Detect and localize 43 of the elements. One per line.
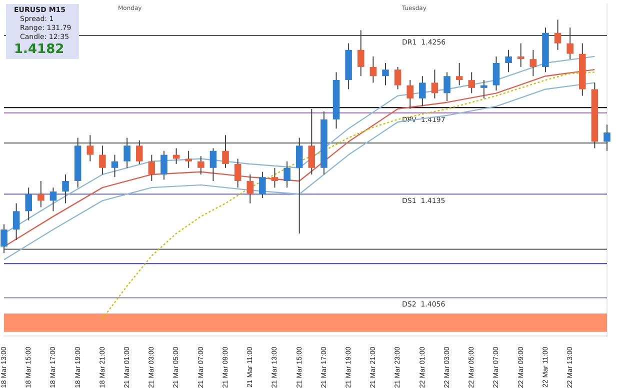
candlestick — [406, 80, 414, 110]
candlestick — [12, 202, 20, 241]
candlestick — [456, 62, 463, 86]
candlestick — [566, 27, 574, 60]
candlestick — [160, 150, 168, 180]
candlestick — [394, 66, 402, 90]
candlestick — [50, 187, 57, 212]
candlestick — [296, 137, 303, 234]
candlestick — [492, 56, 500, 92]
candlestick — [185, 150, 192, 168]
candlestick — [124, 137, 130, 168]
candlestick — [86, 134, 94, 162]
candlestick — [271, 167, 278, 188]
candlestick — [222, 134, 229, 168]
candlestick — [99, 145, 106, 175]
candlestick — [444, 72, 450, 102]
candlestick — [234, 158, 242, 188]
candlestick — [25, 187, 32, 221]
candlestick — [210, 148, 217, 182]
candlestick — [604, 124, 610, 152]
candlestick — [517, 42, 524, 68]
candlestick — [136, 140, 143, 164]
candlestick — [259, 171, 266, 199]
candlestick — [198, 156, 204, 175]
candlestick — [308, 108, 316, 175]
candlestick — [62, 174, 69, 204]
candlestick — [480, 80, 488, 99]
candlestick — [505, 49, 512, 73]
candlestick — [111, 154, 118, 178]
candlestick — [419, 76, 426, 107]
candlestick — [370, 56, 377, 84]
candlestick — [284, 160, 290, 188]
candlestick — [530, 49, 537, 77]
candlestick — [554, 19, 562, 50]
candlestick — [468, 72, 476, 94]
candlestick — [431, 69, 438, 99]
candlestick — [38, 180, 44, 208]
candlestick — [382, 62, 389, 86]
candlestick — [357, 30, 364, 77]
candlestick — [0, 224, 8, 254]
candlestick — [246, 174, 254, 204]
annotation: 1.4182 — [14, 42, 66, 57]
candlestick — [148, 154, 156, 182]
